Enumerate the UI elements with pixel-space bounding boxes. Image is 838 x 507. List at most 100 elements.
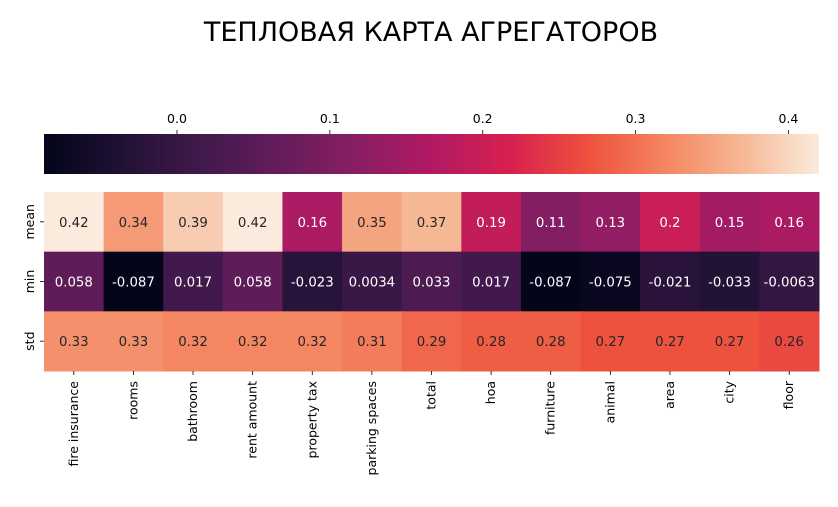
cell-value-label: 0.31 — [357, 335, 387, 350]
colorbar-tick-label: 0.1 — [320, 111, 340, 126]
heatmap-cell — [640, 311, 701, 372]
heatmap-cell — [461, 192, 522, 253]
cell-value-label: -0.087 — [529, 276, 572, 291]
column-label: furniture — [543, 381, 558, 435]
cell-value-label: -0.075 — [589, 276, 632, 291]
heatmap-cell — [342, 311, 403, 372]
heatmap-cell — [640, 192, 701, 253]
heatmap-cell — [103, 192, 164, 253]
column-label: rent amount — [245, 381, 260, 459]
cell-value-label: 0.058 — [55, 276, 93, 291]
heatmap-cell — [640, 251, 701, 312]
cell-value-label: 0.35 — [357, 216, 387, 231]
heatmap-cell — [103, 251, 164, 312]
heatmap-cell — [44, 311, 105, 372]
heatmap-cell — [222, 311, 283, 372]
colorbar-tick-label: 0.4 — [778, 111, 798, 126]
heatmap-cell — [461, 311, 522, 372]
colorbar — [44, 134, 819, 174]
heatmap-cell — [44, 251, 105, 312]
cell-value-label: 0.29 — [417, 335, 447, 350]
heatmap-cell — [759, 251, 820, 312]
cell-value-label: 0.27 — [596, 335, 626, 350]
row-label: std — [22, 331, 37, 350]
colorbar-tick-label: 0.0 — [167, 111, 187, 126]
heatmap-cell — [461, 251, 522, 312]
cell-value-label: 0.34 — [119, 216, 149, 231]
cell-value-label: -0.087 — [112, 276, 155, 291]
cell-value-label: 0.16 — [297, 216, 327, 231]
cell-value-label: 0.33 — [119, 335, 149, 350]
heatmap-cell — [580, 192, 641, 253]
cell-value-label: 0.26 — [774, 335, 804, 350]
cell-value-label: 0.11 — [536, 216, 566, 231]
heatmap-cell — [44, 192, 105, 253]
heatmap-cells: 0.42 0.34 0.39 0.42 0.16 0.35 0.37 0.19 0.11 0.13… — [44, 192, 820, 372]
column-label: floor — [781, 380, 796, 409]
colorbar-gradient — [44, 134, 819, 174]
row-label: mean — [22, 204, 37, 239]
colorbar-tick-label: 0.2 — [473, 111, 493, 126]
heatmap-cell — [282, 311, 343, 372]
cell-value-label: 0.32 — [238, 335, 268, 350]
column-labels: fire insurance rooms bathroom rent amount pr… — [66, 371, 796, 475]
heatmap-cell — [282, 192, 343, 253]
heatmap-cell — [401, 311, 462, 372]
cell-value-label: 0.32 — [297, 335, 327, 350]
heatmap-cell — [163, 192, 224, 253]
heatmap-cell — [163, 251, 224, 312]
heatmap-cell — [580, 251, 641, 312]
heatmap-cell — [222, 192, 283, 253]
heatmap-cell — [520, 192, 582, 253]
cell-value-label: 0.19 — [476, 216, 506, 231]
cell-value-label: 0.13 — [596, 216, 626, 231]
row-labels: mean min std — [22, 204, 44, 351]
heatmap-cell — [282, 251, 343, 312]
cell-value-label: 0.28 — [476, 335, 506, 350]
cell-value-label: 0.0034 — [349, 276, 396, 291]
column-label: area — [662, 381, 677, 409]
column-label: animal — [602, 381, 617, 423]
heatmap-cell — [222, 251, 283, 312]
cell-value-label: 0.42 — [59, 216, 89, 231]
cell-value-label: 0.27 — [715, 335, 745, 350]
column-label: fire insurance — [66, 381, 81, 467]
cell-value-label: 0.017 — [174, 276, 212, 291]
cell-value-label: 0.2 — [659, 216, 680, 231]
cell-value-label: 0.39 — [178, 216, 208, 231]
heatmap-cell — [520, 311, 582, 372]
heatmap-cell — [342, 192, 403, 253]
heatmap-cell — [163, 311, 224, 372]
column-label: bathroom — [185, 381, 200, 442]
chart-title: ТЕПЛОВАЯ КАРТА АГРЕГАТОРОВ — [203, 17, 658, 48]
column-label: city — [722, 380, 737, 403]
cell-value-label: 0.058 — [234, 276, 272, 291]
column-label: rooms — [125, 381, 140, 420]
column-label: hoa — [483, 381, 498, 404]
heatmap-cell — [759, 311, 820, 372]
cell-value-label: 0.42 — [238, 216, 268, 231]
heatmap-cell — [401, 251, 462, 312]
cell-value-label: 0.27 — [655, 335, 685, 350]
heatmap-cell — [699, 192, 760, 253]
heatmap-cell — [699, 311, 760, 372]
cell-value-label: 0.017 — [472, 276, 510, 291]
column-label: property tax — [304, 381, 319, 458]
column-label: parking spaces — [364, 381, 379, 475]
cell-value-label: 0.32 — [178, 335, 208, 350]
heatmap-cell — [759, 192, 820, 253]
heatmap-cell — [401, 192, 462, 253]
colorbar-tick-label: 0.3 — [626, 111, 646, 126]
cell-value-label: 0.37 — [417, 216, 447, 231]
heatmap-cell — [580, 311, 641, 372]
cell-value-label: 0.28 — [536, 335, 566, 350]
cell-value-label: -0.033 — [708, 276, 751, 291]
cell-value-label: 0.033 — [412, 276, 450, 291]
cell-value-label: 0.15 — [715, 216, 745, 231]
heatmap-cell — [342, 251, 403, 312]
heatmap-cell — [103, 311, 164, 372]
row-label: min — [22, 270, 37, 294]
column-label: total — [424, 381, 439, 410]
colorbar-ticks: 0.0 0.1 0.2 0.3 0.4 — [167, 111, 798, 134]
